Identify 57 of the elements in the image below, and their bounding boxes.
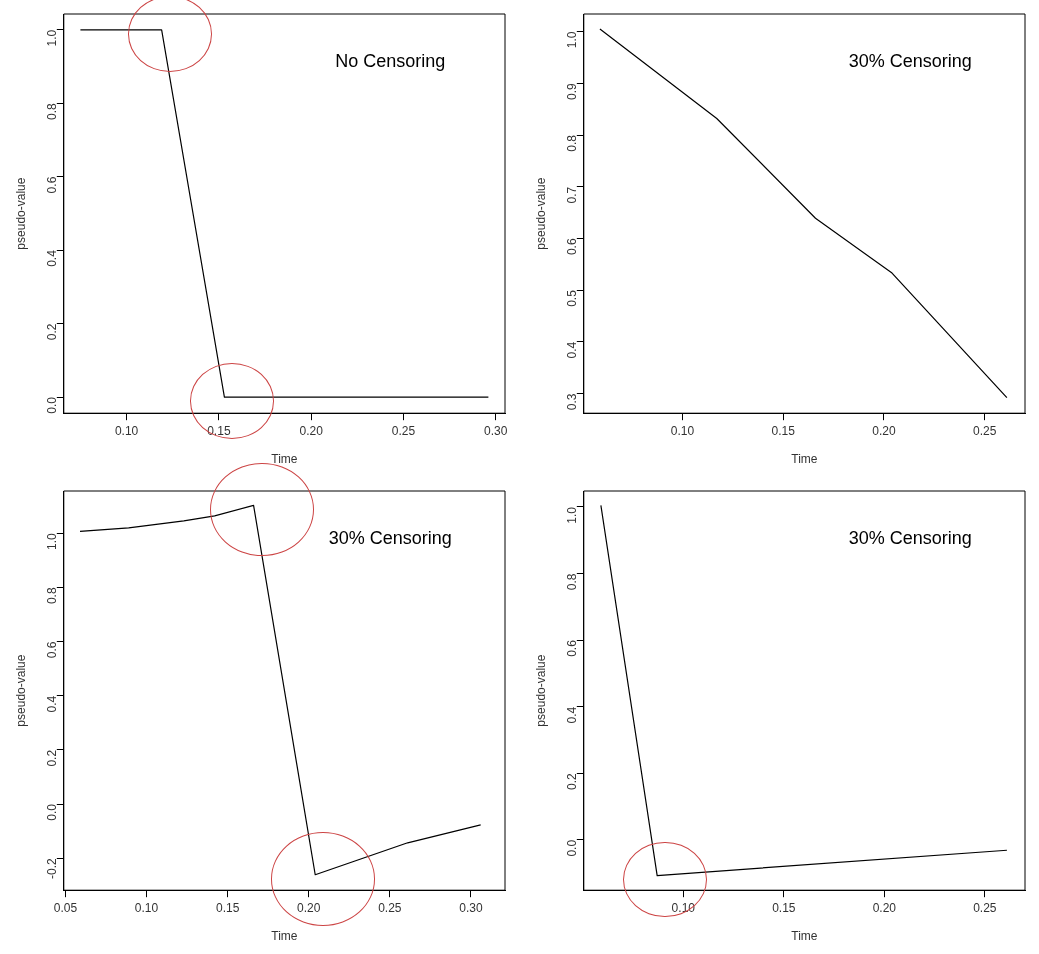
y-tick-label: 0.0 bbox=[45, 396, 60, 414]
y-tick-label: 1.0 bbox=[45, 29, 60, 47]
annotation: No Censoring bbox=[335, 50, 446, 71]
x-tick-label: 0.25 bbox=[973, 423, 997, 438]
x-tick-label: 0.25 bbox=[391, 423, 416, 438]
y-tick-label: 0.6 bbox=[45, 176, 60, 194]
x-axis-title: Time bbox=[271, 452, 298, 467]
y-tick-label: 0.8 bbox=[565, 134, 580, 152]
y-tick-label: 0.4 bbox=[45, 249, 60, 267]
y-tick-label: 0.0 bbox=[565, 839, 580, 857]
y-tick-label: 0.8 bbox=[45, 102, 60, 120]
y-tick-label: 0.5 bbox=[565, 289, 580, 307]
y-tick-label: 0.2 bbox=[565, 773, 580, 791]
y-tick-label: 0.2 bbox=[45, 749, 60, 767]
y-axis-title: pseudo-value bbox=[13, 654, 28, 727]
y-tick-label: 0.0 bbox=[45, 803, 60, 821]
x-axis-title: Time bbox=[271, 929, 298, 944]
x-tick-label: 0.25 bbox=[378, 900, 402, 915]
x-tick-label: 0.15 bbox=[771, 423, 796, 438]
y-tick-label: 0.4 bbox=[565, 341, 580, 359]
x-tick-label: 0.15 bbox=[772, 900, 796, 915]
y-tick-label: 1.0 bbox=[45, 532, 60, 550]
x-tick-label: 0.10 bbox=[670, 423, 695, 438]
annotation: 30% Censoring bbox=[848, 50, 972, 71]
y-tick-label: 0.8 bbox=[565, 573, 580, 591]
y-tick-label: 0.6 bbox=[45, 641, 60, 659]
y-axis-title: pseudo-value bbox=[13, 177, 28, 250]
y-tick-label: 0.4 bbox=[45, 695, 60, 713]
y-tick-label: -0.2 bbox=[45, 857, 60, 879]
y-tick-label: 0.8 bbox=[45, 587, 60, 605]
x-tick-label: 0.15 bbox=[215, 900, 240, 915]
y-tick-label: 0.6 bbox=[565, 238, 580, 256]
y-tick-label: 1.0 bbox=[565, 506, 580, 524]
x-tick-label: 0.20 bbox=[872, 423, 896, 438]
y-tick-label: 0.6 bbox=[565, 639, 580, 657]
x-tick-label: 0.20 bbox=[299, 423, 324, 438]
annotation: 30% Censoring bbox=[328, 527, 452, 548]
x-tick-label: 0.25 bbox=[973, 900, 997, 915]
x-tick-label: 0.15 bbox=[207, 423, 231, 438]
y-axis-title: pseudo-value bbox=[533, 177, 548, 250]
x-tick-label: 0.10 bbox=[114, 423, 139, 438]
y-tick-label: 0.9 bbox=[565, 82, 580, 100]
x-tick-label: 0.20 bbox=[872, 900, 897, 915]
y-tick-label: 0.7 bbox=[565, 186, 580, 204]
y-tick-label: 1.0 bbox=[565, 31, 580, 49]
x-tick-label: 0.20 bbox=[297, 900, 321, 915]
x-tick-label: 0.30 bbox=[484, 423, 508, 438]
x-tick-label: 0.05 bbox=[53, 900, 78, 915]
x-tick-label: 0.30 bbox=[459, 900, 483, 915]
y-axis-title: pseudo-value bbox=[533, 654, 548, 727]
x-tick-label: 0.10 bbox=[134, 900, 159, 915]
x-axis-title: Time bbox=[791, 929, 818, 944]
y-tick-label: 0.3 bbox=[565, 393, 580, 411]
y-tick-label: 0.4 bbox=[565, 706, 580, 724]
annotation: 30% Censoring bbox=[848, 527, 972, 548]
x-axis-title: Time bbox=[791, 452, 818, 467]
y-tick-label: 0.2 bbox=[45, 323, 60, 341]
